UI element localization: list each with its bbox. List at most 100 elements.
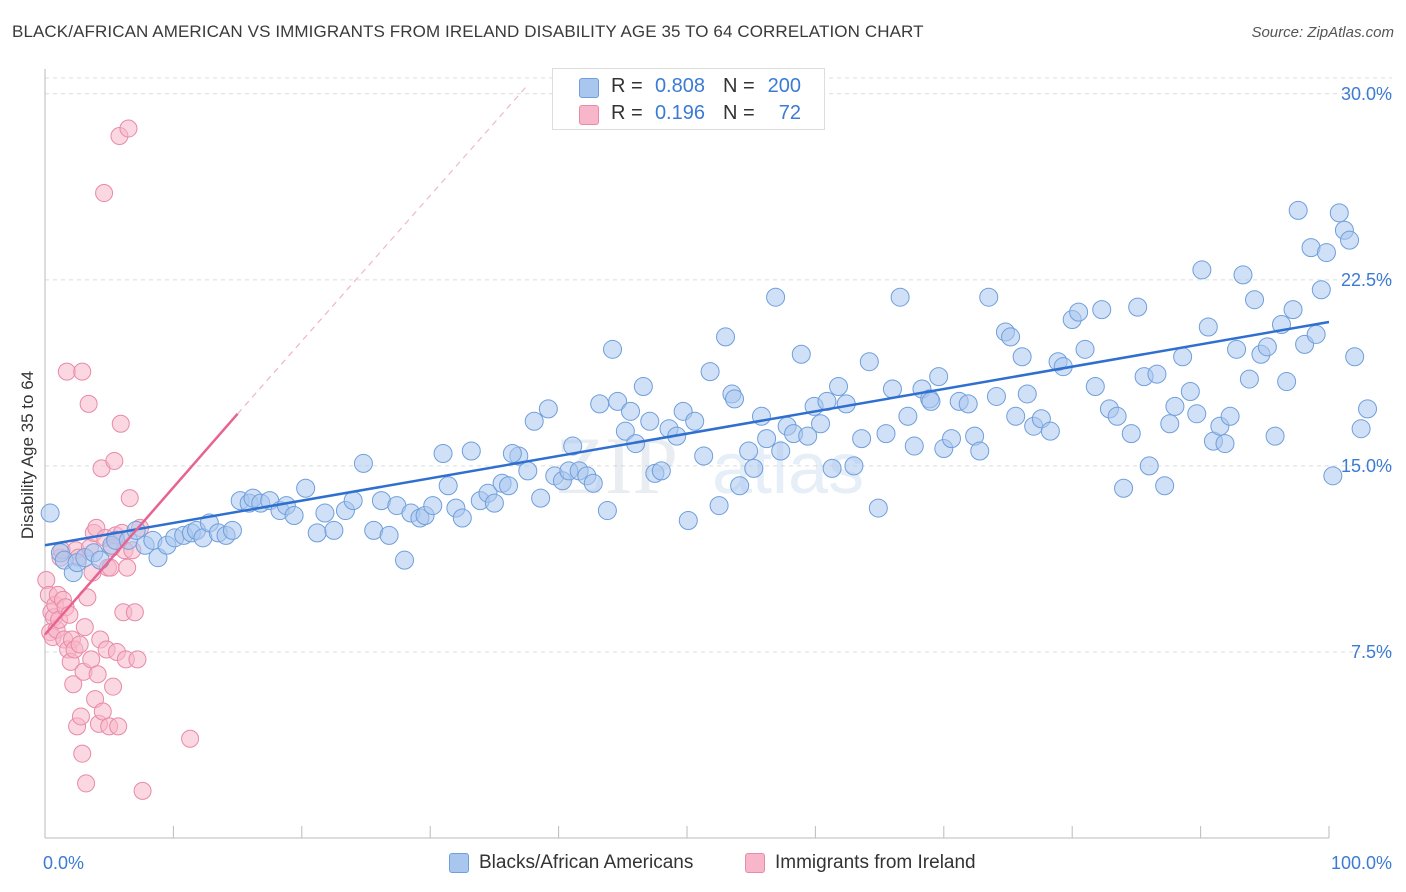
data-point-black [433,444,453,463]
data-point-black [1340,230,1360,250]
data-point-black [438,476,458,496]
data-point-black [1239,369,1259,389]
data-point-ireland [95,184,114,203]
legend-swatch-pink [745,853,765,873]
data-point-black [942,429,962,449]
data-point-black [678,510,698,530]
data-point-black [307,523,327,543]
data-point-black [1187,404,1207,424]
data-point-black [1265,426,1285,446]
data-point-black [1227,339,1247,359]
n-label: N = [723,75,755,97]
data-point-black [597,501,617,521]
data-point-ireland [118,558,137,577]
data-point-black [1114,478,1134,498]
data-point-ireland [133,781,152,800]
data-point-black [633,377,653,397]
data-point-black [615,421,635,441]
axes [44,69,1330,839]
r-value: 0.808 [654,75,705,97]
data-point-black [929,367,949,387]
data-point-black [1358,399,1378,419]
data-point-black [1233,265,1253,285]
blue-swatch [579,78,599,98]
data-point-ireland [82,650,101,669]
data-point-black [1180,381,1200,401]
data-point-black [1017,384,1037,404]
data-point-black [1316,243,1336,263]
n-value: 200 [767,75,801,97]
data-point-black [844,456,864,476]
data-point-ireland [109,717,128,736]
data-point-black [1155,476,1175,496]
data-point-black [882,379,902,399]
data-point-black [461,441,481,461]
data-point-black [90,550,110,570]
data-point-black [1173,347,1193,367]
data-point-black [502,444,522,463]
data-point-black [979,287,999,307]
legend-label: Immigrants from Ireland [775,852,976,873]
data-point-black [343,491,363,511]
data-point-black [1220,406,1240,426]
data-point-black [1006,406,1026,426]
trendline-black [44,320,1330,547]
data-point-black [296,478,316,498]
data-point-ireland [128,650,147,669]
data-point-black [822,458,842,478]
data-point-black [921,391,941,411]
data-point-black [1257,337,1277,357]
data-point-black [791,344,811,364]
legend-item-ireland[interactable]: Immigrants from Ireland [745,852,976,874]
series-ireland-points [37,119,200,800]
data-point-black [685,411,705,431]
data-point-black [499,476,519,496]
data-point-black [730,476,750,496]
data-point-black [868,498,888,518]
data-point-ireland [119,119,138,138]
chart-title: BLACK/AFRICAN AMERICAN VS IMMIGRANTS FRO… [12,22,924,41]
data-point-black [700,362,720,382]
data-point-black [1277,372,1297,392]
data-point-black [1215,434,1235,454]
data-point-black [970,441,990,461]
data-point-black [1165,396,1185,416]
data-point-black [1012,347,1032,367]
data-point-black [538,399,558,419]
data-point-black [531,488,551,508]
correlation-row-black: R = 0.808 N = 200 [553,75,824,101]
data-point-black [739,441,759,461]
data-point-ireland [93,702,112,721]
data-point-black [766,287,786,307]
x-tick-label: 0.0% [43,853,84,873]
data-point-ireland [120,489,139,508]
data-point-black [890,287,910,307]
y-tick-label: 15.0% [1341,456,1392,476]
data-point-black [725,389,745,409]
data-point-black [771,441,791,461]
data-point-black [583,473,603,493]
data-point-black [852,429,872,449]
legend-label: Blacks/African Americans [479,852,694,873]
data-point-black [986,386,1006,406]
data-point-black [716,327,736,347]
data-point-black [898,406,918,426]
data-point-black [1345,347,1365,367]
data-point-black [694,446,714,466]
data-point-black [709,496,729,516]
data-point-black [744,458,764,478]
data-point-ireland [79,394,98,413]
data-point-black [1139,456,1159,476]
chart-legend: Blacks/African Americans Immigrants from… [0,852,1406,878]
data-point-black [484,493,504,513]
legend-item-black[interactable]: Blacks/African Americans [449,852,693,874]
data-point-ireland [37,571,56,590]
data-point-ireland [88,665,107,684]
trendline-ireland [44,412,239,636]
data-point-black [811,414,831,434]
data-point-black [379,525,399,545]
data-point-black [1121,424,1141,444]
data-point-black [1147,364,1167,384]
data-point-black [829,377,849,397]
data-point-ireland [111,414,130,433]
